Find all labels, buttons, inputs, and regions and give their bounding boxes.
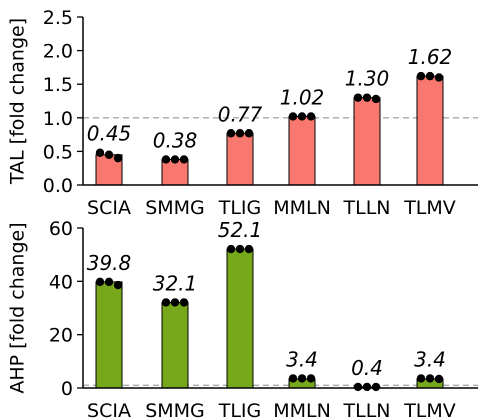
data-point — [244, 129, 254, 138]
data-label: 52.1 — [218, 218, 263, 242]
data-point — [226, 129, 236, 138]
bar-scia — [95, 281, 123, 389]
data-point — [434, 374, 444, 384]
x-tick-label: SCIA — [87, 197, 131, 219]
data-point — [306, 374, 316, 383]
data-point — [95, 277, 105, 287]
data-point — [113, 153, 123, 163]
data-label: 1.62 — [408, 45, 453, 69]
x-tick-label: TLIG — [218, 197, 262, 219]
data-point — [371, 382, 381, 392]
data-label: 0.77 — [218, 102, 263, 126]
data-label: 1.02 — [280, 85, 325, 109]
data-label: 39.8 — [87, 251, 132, 275]
data-point — [306, 112, 316, 121]
bar-tlig — [226, 132, 254, 186]
data-point — [362, 93, 372, 102]
y-tick-label: 1.0 — [43, 108, 73, 130]
data-label: 3.4 — [414, 347, 446, 371]
data-point — [353, 93, 363, 102]
data-point — [416, 71, 426, 81]
bar-tlln — [353, 97, 381, 186]
data-point — [297, 374, 307, 383]
x-tick-label: MMLN — [273, 197, 331, 219]
data-point — [371, 94, 381, 104]
y-tick-label: 1.5 — [43, 74, 73, 96]
data-label: 0.4 — [351, 356, 383, 380]
data-label: 0.38 — [153, 128, 198, 152]
data-point — [297, 112, 307, 121]
data-point — [434, 73, 444, 82]
data-point — [95, 148, 105, 157]
tal-chart-panel: 0.45 0.38 0.77 1.02 1.30 1.62 0.0 0.5 1.0 1.5 2.0 2… — [7, 7, 478, 219]
data-point — [161, 298, 171, 307]
x-tick-label: SCIA — [87, 400, 131, 419]
y-tick-label: 0.0 — [43, 175, 73, 197]
data-point — [362, 382, 372, 392]
data-point — [226, 244, 236, 254]
data-point — [288, 112, 298, 121]
bar-smmg — [161, 301, 189, 389]
y-axis-label: TAL [fold change] — [7, 18, 29, 185]
bar-mmln — [288, 115, 316, 186]
y-tick-label: 0 — [61, 378, 73, 400]
data-label: 32.1 — [153, 271, 198, 295]
y-tick-label: 2.0 — [43, 41, 73, 63]
x-tick-label: TLIG — [218, 400, 262, 419]
x-tick-label: MMLN — [273, 400, 331, 419]
data-point — [425, 374, 435, 383]
data-point — [179, 155, 189, 164]
y-tick-label: 60 — [49, 218, 73, 240]
x-tick-label: TLLN — [343, 197, 391, 219]
data-point — [416, 374, 426, 383]
x-tick-label: SMMG — [145, 400, 205, 419]
y-tick-label: 2.5 — [43, 7, 73, 29]
x-tick-label: TLLN — [343, 400, 391, 419]
x-tick-label: SMMG — [145, 197, 205, 219]
data-point — [170, 155, 180, 164]
data-point — [170, 298, 180, 307]
x-tick-label: TLMV — [403, 197, 456, 219]
y-tick-label: 0.5 — [43, 141, 73, 163]
data-point — [161, 155, 171, 164]
data-point — [104, 277, 114, 287]
bar-tlig — [226, 248, 254, 389]
data-point — [235, 244, 245, 254]
data-point — [179, 298, 189, 307]
y-tick-label: 40 — [49, 271, 73, 293]
data-point — [288, 374, 298, 383]
data-point — [235, 129, 245, 138]
data-point — [353, 382, 363, 392]
data-point — [425, 71, 435, 81]
y-tick-label: 20 — [49, 325, 73, 347]
data-point — [113, 280, 123, 290]
data-point — [104, 150, 114, 159]
data-label: 1.30 — [345, 67, 390, 91]
bar-tlmv — [416, 75, 444, 186]
data-label: 3.4 — [286, 347, 318, 371]
x-tick-label: TLMV — [403, 400, 456, 419]
y-axis-label: AHP [fold change] — [7, 222, 29, 393]
data-label: 0.45 — [87, 122, 132, 146]
data-point — [244, 244, 254, 254]
ahp-chart-panel: 39.8 32.1 52.1 3.4 0.4 3.4 0 20 40 60 SCIA SMMG TLIG… — [7, 218, 478, 419]
